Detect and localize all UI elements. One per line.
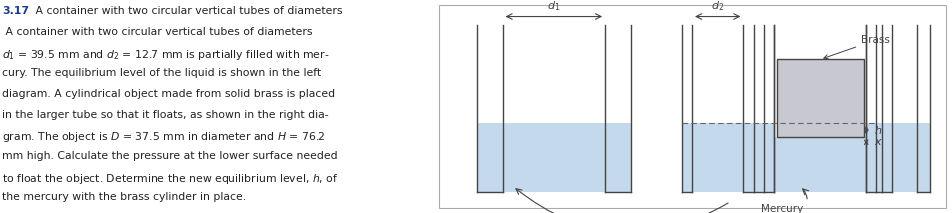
Text: $d_1$: $d_1$ [547, 0, 561, 13]
Text: Mercury: Mercury [761, 204, 803, 213]
Bar [774, 137, 777, 192]
Text: $d_1$ = 39.5 mm and $d_2$ = 12.7 mm is partially filled with mer-: $d_1$ = 39.5 mm and $d_2$ = 12.7 mm is p… [2, 48, 329, 62]
Bar [605, 123, 630, 192]
Text: $h$: $h$ [874, 124, 883, 136]
Text: diagram. A cylindrical object made from solid brass is placed: diagram. A cylindrical object made from … [2, 89, 335, 99]
Bar [863, 137, 866, 192]
Text: $x$: $x$ [874, 137, 883, 147]
Text: gram. The object is $D$ = 37.5 mm in diameter and $H$ = 76.2: gram. The object is $D$ = 37.5 mm in dia… [2, 130, 326, 144]
Text: A container with two circular vertical tubes of diameters: A container with two circular vertical t… [2, 27, 312, 37]
Text: mm high. Calculate the pressure at the lower surface needed: mm high. Calculate the pressure at the l… [2, 151, 338, 161]
Bar [774, 123, 866, 137]
Text: $d_2$: $d_2$ [711, 0, 724, 13]
Bar [682, 123, 930, 192]
Text: A container with two circular vertical tubes of diameters: A container with two circular vertical t… [32, 6, 343, 16]
Text: in the larger tube so that it floats, as shown in the right dia-: in the larger tube so that it floats, as… [2, 110, 328, 120]
Bar [477, 123, 503, 192]
Text: 3.17: 3.17 [2, 6, 30, 16]
Text: the mercury with the brass cylinder in place.: the mercury with the brass cylinder in p… [2, 192, 247, 202]
Text: Brass: Brass [823, 35, 890, 59]
Text: cury. The equilibrium level of the liquid is shown in the left: cury. The equilibrium level of the liqui… [2, 68, 321, 78]
Text: to float the object. Determine the new equilibrium level, $h$, of: to float the object. Determine the new e… [2, 172, 339, 186]
Bar [777, 59, 863, 137]
Bar [503, 123, 605, 192]
